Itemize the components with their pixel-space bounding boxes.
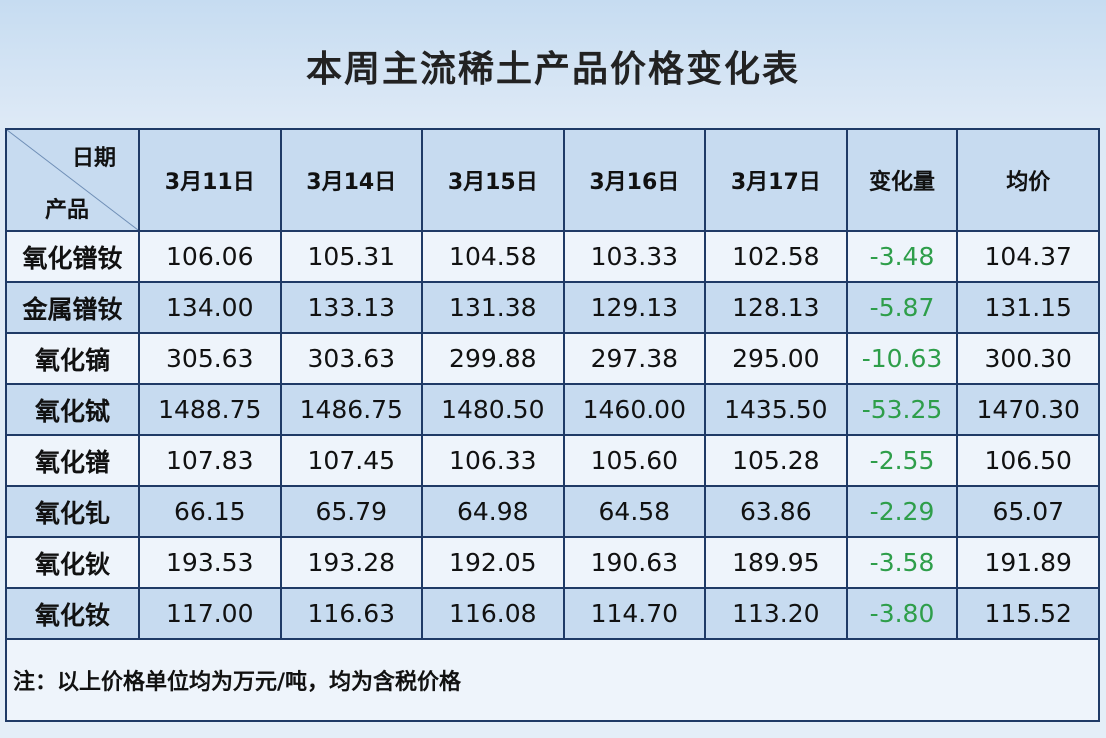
price-cell: 65.79 [279,485,424,538]
price-cell: -2.55 [845,434,959,487]
price-cell: 300.30 [956,332,1100,385]
price-cell: -3.80 [845,587,959,640]
table-row: 氧化钆 66.15 65.79 64.98 64.58 63.86 -2.29 65.07 [5,485,1100,538]
price-cell: 131.15 [956,281,1100,334]
price-cell: -3.48 [845,230,959,283]
table-row: 氧化钕 117.00 116.63 116.08 114.70 113.20 -3.80 11… [5,587,1100,640]
table-row: 金属镨钕 134.00 133.13 131.38 129.13 128.13 -5.87 1… [5,281,1100,334]
price-cell: 102.58 [704,230,848,283]
price-table: 日期 产品 3月11日 3月14日 3月15日 3月16日 3月17日 变化量 均价 氧化镨… [5,128,1100,722]
table-body: 日期 产品 3月11日 3月14日 3月15日 3月16日 3月17日 变化量 均价 氧化镨… [5,128,1100,722]
corner-bottom: 产品 [45,198,90,223]
table-row: 氧化镝 305.63 303.63 299.88 297.38 295.00 -10.63 3… [5,332,1100,385]
price-cell: 1435.50 [704,383,848,436]
table-row: 氧化镨 107.83 107.45 106.33 105.60 105.28 -2.55 10… [5,434,1100,487]
price-cell: 113.20 [704,587,848,640]
price-cell: 65.07 [956,485,1100,538]
price-cell: 192.05 [421,536,565,589]
price-cell: 133.13 [279,281,424,334]
table-row: 氧化镨钕 106.06 105.31 104.58 103.33 102.58 -3.48 1… [5,230,1100,283]
product-cell: 金属镨钕 [5,281,140,334]
column-header: 3月14日 [279,128,424,232]
column-header: 3月15日 [421,128,565,232]
price-cell: 193.53 [138,536,282,589]
price-cell: 1480.50 [421,383,565,436]
header-row: 日期 产品 3月11日 3月14日 3月15日 3月16日 3月17日 变化量 均价 [5,128,1100,232]
price-cell: 104.37 [956,230,1100,283]
price-cell: 116.63 [279,587,424,640]
price-cell: 303.63 [279,332,424,385]
column-header: 3月17日 [704,128,848,232]
product-cell: 氧化镝 [5,332,140,385]
price-cell: 104.58 [421,230,565,283]
title: 本周主流稀土产品价格变化表 [305,49,800,90]
price-cell: 295.00 [704,332,848,385]
price-cell: 1486.75 [279,383,424,436]
price-cell: 131.38 [421,281,565,334]
price-cell: 63.86 [704,485,848,538]
price-cell: 190.63 [562,536,707,589]
price-cell: 106.06 [138,230,282,283]
price-cell: 1460.00 [562,383,707,436]
price-cell: 106.33 [421,434,565,487]
product-cell: 氧化钕 [5,587,140,640]
price-cell: 299.88 [421,332,565,385]
column-header: 3月11日 [138,128,282,232]
price-cell: 128.13 [704,281,848,334]
price-cell: 305.63 [138,332,282,385]
price-cell: -2.29 [845,485,959,538]
table-row: 氧化钬 193.53 193.28 192.05 190.63 189.95 -3.58 19… [5,536,1100,589]
price-cell: 1488.75 [138,383,282,436]
table-row: 氧化铽 1488.75 1486.75 1480.50 1460.00 1435.50 -5… [5,383,1100,436]
price-cell: 64.58 [562,485,707,538]
product-cell: 氧化镨 [5,434,140,487]
product-cell: 氧化钆 [5,485,140,538]
price-cell: 189.95 [704,536,848,589]
column-header: 变化量 [845,128,959,232]
price-cell: 105.60 [562,434,707,487]
note: 注：以上价格单位均为万元/吨，均为含税价格 [5,638,1100,722]
price-cell: 193.28 [279,536,424,589]
price-cell: 105.28 [704,434,848,487]
price-cell: 134.00 [138,281,282,334]
price-cell: -10.63 [845,332,959,385]
price-cell: 191.89 [956,536,1100,589]
product-cell: 氧化铽 [5,383,140,436]
price-cell: 297.38 [562,332,707,385]
price-cell: 129.13 [562,281,707,334]
product-cell: 氧化钬 [5,536,140,589]
price-cell: 66.15 [138,485,282,538]
price-cell: 117.00 [138,587,282,640]
column-header: 3月16日 [562,128,707,232]
price-cell: 106.50 [956,434,1100,487]
corner-cell: 日期 产品 [5,128,140,232]
price-cell: 64.98 [421,485,565,538]
price-cell: 116.08 [421,587,565,640]
product-cell: 氧化镨钕 [5,230,140,283]
price-cell: 1470.30 [956,383,1100,436]
note-row: 注：以上价格单位均为万元/吨，均为含税价格 [5,638,1100,722]
price-cell: 103.33 [562,230,707,283]
price-cell: -5.87 [845,281,959,334]
price-cell: 107.45 [279,434,424,487]
price-cell: 115.52 [956,587,1100,640]
price-cell: 107.83 [138,434,282,487]
price-cell: -3.58 [845,536,959,589]
corner-top: 日期 [71,146,116,171]
price-cell: 105.31 [279,230,424,283]
price-cell: -53.25 [845,383,959,436]
price-cell: 114.70 [562,587,707,640]
column-header: 均价 [956,128,1100,232]
